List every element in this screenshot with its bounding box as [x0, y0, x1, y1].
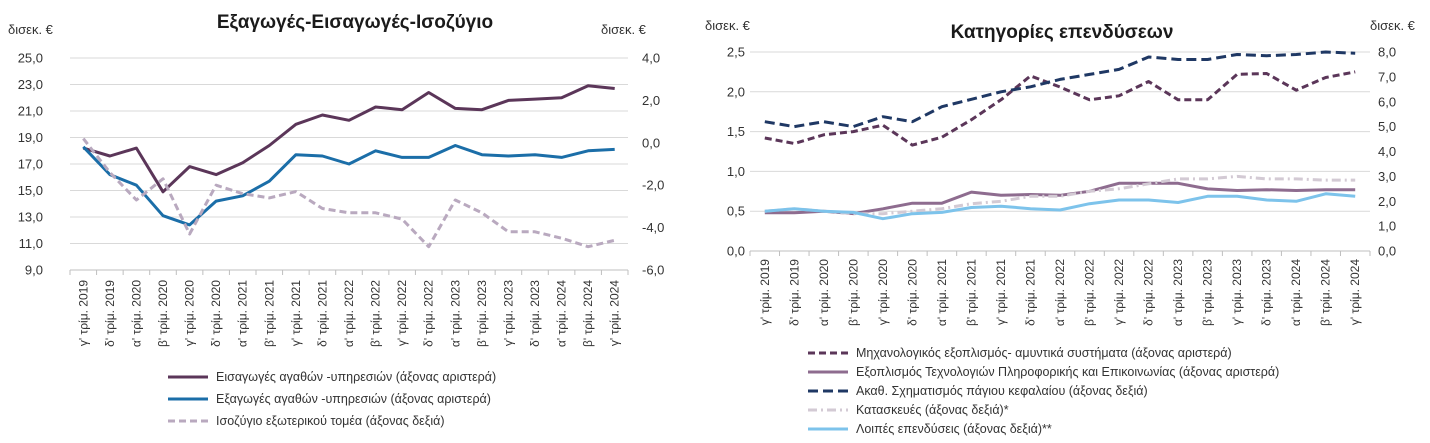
chart1-x-tick-label: γ' τρίμ. 2024 — [608, 280, 622, 346]
chart2-right-tick-label: 4,0 — [1378, 144, 1396, 159]
chart2-x-tick-label: β' τρίμ. 2023 — [1201, 259, 1215, 326]
chart1-left-tick-label: 9,0 — [25, 263, 43, 278]
chart2-legend-label: Κατασκευές (άξονας δεξιά)* — [856, 403, 1009, 417]
chart1-x-tick-label: α' τρίμ. 2022 — [342, 280, 356, 347]
chart2-x-tick-label: α' τρίμ. 2021 — [935, 259, 949, 326]
chart1-left-tick-label: 15,0 — [18, 183, 43, 198]
chart2-left-tick-label: 1,0 — [727, 164, 745, 179]
chart1-right-unit: δισεκ. € — [601, 22, 647, 37]
chart2-x-tick-label: γ' τρίμ. 2023 — [1230, 259, 1244, 325]
chart2-x-tick-label: β' τρίμ. 2021 — [964, 259, 978, 326]
chart2-left-tick-label: 2,0 — [727, 84, 745, 99]
chart1-left-tick-label: 17,0 — [18, 157, 43, 172]
chart1-x-tick-label: α' τρίμ. 2024 — [555, 280, 569, 347]
chart1-x-tick-label: γ' τρίμ. 2021 — [289, 280, 303, 346]
chart2-x-tick-label: γ' τρίμ. 2019 — [758, 259, 772, 325]
chart1-right-tick-label: 0,0 — [642, 135, 660, 150]
chart2-right-tick-label: 6,0 — [1378, 94, 1396, 109]
chart2-x-tick-label: α' τρίμ. 2024 — [1289, 259, 1303, 326]
chart2-left-tick-label: 0,0 — [727, 244, 745, 259]
chart2-x-tick-label: δ' τρίμ. 2023 — [1260, 259, 1274, 326]
chart2-legend-label: Ακαθ. Σχηματισμός πάγιου κεφαλαίου (άξον… — [856, 384, 1148, 398]
chart1-x-tick-label: α' τρίμ. 2023 — [448, 280, 462, 347]
chart2-legend-label: Εξοπλισμός Τεχνολογιών Πληροφορικής και … — [856, 365, 1279, 379]
chart2-right-tick-label: 5,0 — [1378, 119, 1396, 134]
chart2-right-tick-label: 0,0 — [1378, 244, 1396, 259]
chart2-right-tick-label: 3,0 — [1378, 169, 1396, 184]
chart1-x-tick-label: γ' τρίμ. 2020 — [183, 280, 197, 346]
chart2-left-unit: δισεκ. € — [705, 18, 751, 33]
chart2-x-tick-label: δ' τρίμ. 2021 — [1023, 259, 1037, 326]
chart2-title: Κατηγορίες επενδύσεων — [951, 22, 1174, 43]
chart1-right-tick-label: -6,0 — [642, 263, 664, 278]
chart1-x-tick-label: β' τρίμ. 2021 — [262, 280, 276, 347]
chart2-series-2-line — [764, 181, 1356, 216]
chart1-series-1-line — [82, 84, 615, 194]
chart2-x-tick-label: α' τρίμ. 2020 — [817, 259, 831, 326]
chart1-legend-label: Εισαγωγές αγαθών -υπηρεσιών (άξονας αρισ… — [216, 370, 496, 384]
chart2-x-tick-label: γ' τρίμ. 2024 — [1348, 259, 1362, 325]
chart2-left-tick-label: 1,5 — [727, 124, 745, 139]
chart1-x-tick-label: γ' τρίμ. 2023 — [501, 280, 515, 346]
chart1-right-tick-label: 2,0 — [642, 93, 660, 108]
chart1-x-tick-label: δ' τρίμ. 2022 — [422, 280, 436, 347]
chart2-series-5-line — [764, 192, 1356, 221]
chart1-x-tick-label: β' τρίμ. 2020 — [156, 280, 170, 347]
chart1-left-tick-label: 23,0 — [18, 77, 43, 92]
chart2-right-tick-label: 8,0 — [1378, 45, 1396, 60]
chart2-series-3-line — [764, 50, 1356, 129]
chart2-x-tick-label: γ' τρίμ. 2021 — [994, 259, 1008, 325]
chart1-left-tick-label: 19,0 — [18, 130, 43, 145]
chart1-right-tick-label: -2,0 — [642, 178, 664, 193]
chart2-left-tick-label: 2,5 — [727, 45, 745, 60]
chart2-x-tick-label: α' τρίμ. 2023 — [1171, 259, 1185, 326]
chart1-x-tick-label: β' τρίμ. 2023 — [475, 280, 489, 347]
chart1-left-tick-label: 13,0 — [18, 210, 43, 225]
chart2-x-tick-label: β' τρίμ. 2022 — [1083, 259, 1097, 326]
chart2-right-tick-label: 2,0 — [1378, 194, 1396, 209]
chart1-x-tick-label: δ' τρίμ. 2019 — [103, 280, 117, 347]
chart1-title: Εξαγωγές-Εισαγωγές-Ισοζύγιο — [217, 12, 493, 33]
chart2-x-tick-label: δ' τρίμ. 2019 — [787, 259, 801, 326]
chart2-x-tick-label: δ' τρίμ. 2020 — [905, 259, 919, 326]
chart1-right-tick-label: -4,0 — [642, 220, 664, 235]
chart2-legend-label: Μηχανολογικός εξοπλισμός- αμυντικά συστή… — [856, 346, 1232, 360]
chart2-right-tick-label: 1,0 — [1378, 219, 1396, 234]
chart1-left-tick-label: 21,0 — [18, 104, 43, 119]
chart2-x-tick-label: γ' τρίμ. 2022 — [1112, 259, 1126, 325]
chart2-right-tick-label: 7,0 — [1378, 69, 1396, 84]
chart1-x-tick-label: γ' τρίμ. 2019 — [76, 280, 90, 346]
chart2-left-tick-label: 0,5 — [727, 204, 745, 219]
chart2-x-tick-label: δ' τρίμ. 2022 — [1142, 259, 1156, 326]
chart1-left-tick-label: 11,0 — [19, 236, 43, 251]
chart1-x-tick-label: δ' τρίμ. 2023 — [528, 280, 542, 347]
chart2-right-unit: δισεκ. € — [1370, 18, 1416, 33]
chart1-x-tick-label: β' τρίμ. 2022 — [369, 280, 383, 347]
chart2-x-tick-label: α' τρίμ. 2022 — [1053, 259, 1067, 326]
chart1-legend-label: Εξαγωγές αγαθών -υπηρεσιών (άξονας αριστ… — [216, 392, 491, 406]
chart1-series-2-line — [82, 144, 615, 227]
chart2-series-1-line — [764, 70, 1356, 147]
chart2-x-tick-label: β' τρίμ. 2024 — [1319, 259, 1333, 326]
chart1-legend-label: Ισοζύγιο εξωτερικού τομέα (άξονας δεξιά) — [216, 414, 445, 428]
chart1-x-tick-label: α' τρίμ. 2020 — [129, 280, 143, 347]
chart1-x-tick-label: δ' τρίμ. 2020 — [209, 280, 223, 347]
chart1-series-3-line — [82, 137, 616, 249]
chart2-x-tick-label: β' τρίμ. 2020 — [846, 259, 860, 326]
chart1-right-tick-label: 4,0 — [642, 51, 660, 66]
chart1-x-tick-label: δ' τρίμ. 2021 — [315, 280, 329, 347]
chart1-x-tick-label: β' τρίμ. 2024 — [581, 280, 595, 347]
chart1-x-tick-label: γ' τρίμ. 2022 — [395, 280, 409, 346]
chart1-left-unit: δισεκ. € — [8, 22, 54, 37]
chart1-x-tick-label: α' τρίμ. 2021 — [236, 280, 250, 347]
chart1-left-tick-label: 25,0 — [18, 51, 43, 66]
chart2-x-tick-label: γ' τρίμ. 2020 — [876, 259, 890, 325]
chart2-legend-label: Λοιπές επενδύσεις (άξονας δεξιά)** — [856, 422, 1052, 436]
